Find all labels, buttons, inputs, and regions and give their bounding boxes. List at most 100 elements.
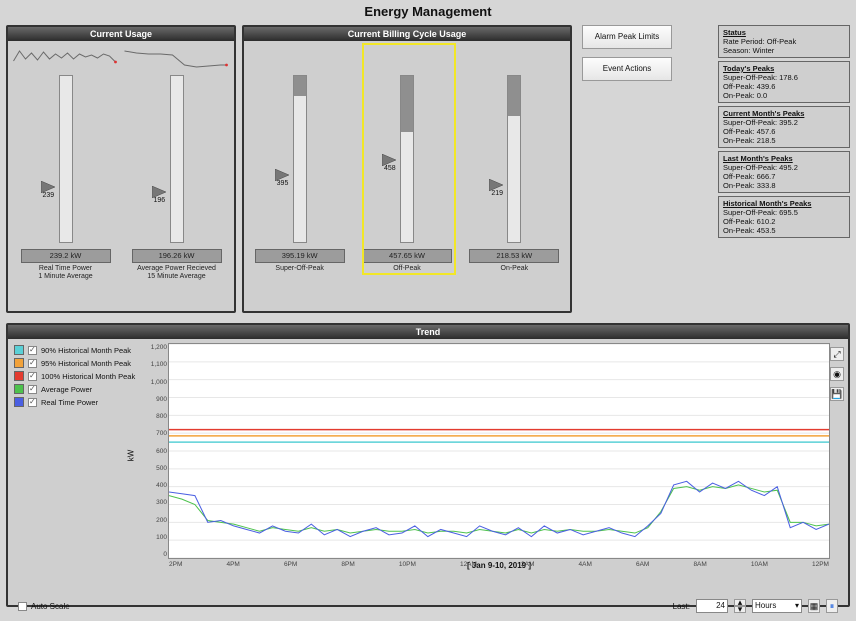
event-actions-button[interactable]: Event Actions bbox=[582, 57, 672, 81]
legend-swatch bbox=[14, 358, 24, 368]
legend-label: Average Power bbox=[41, 385, 92, 394]
trend-header: Trend bbox=[8, 325, 848, 339]
billing-gauge: 458 457.65 kW Off-Peak bbox=[353, 45, 460, 291]
status-box: Today's PeaksSuper-Off-Peak: 178.6Off-Pe… bbox=[718, 61, 850, 103]
status-box: StatusRate Period: Off-PeakSeason: Winte… bbox=[718, 25, 850, 58]
x-tick: 6PM bbox=[284, 561, 297, 568]
last-value-input[interactable]: 24 bbox=[696, 599, 728, 613]
gauge-readout: 239.2 kW bbox=[21, 249, 111, 263]
y-tick: 0 bbox=[163, 551, 167, 558]
y-tick: 100 bbox=[156, 534, 167, 541]
last-label: Last: bbox=[673, 602, 690, 611]
legend-checkbox[interactable] bbox=[28, 359, 37, 368]
status-row: Off-Peak: 610.2 bbox=[723, 217, 845, 226]
x-tick: 4AM bbox=[579, 561, 592, 568]
apply-icon[interactable]: ▦ bbox=[808, 599, 820, 613]
gauge-readout: 457.65 kW bbox=[362, 249, 452, 263]
status-row: On-Peak: 0.0 bbox=[723, 91, 845, 100]
status-row: On-Peak: 218.5 bbox=[723, 136, 845, 145]
gauge-caption: Average Power Recieved15 Minute Average bbox=[137, 265, 216, 281]
alarm-peak-limits-button[interactable]: Alarm Peak Limits bbox=[582, 25, 672, 49]
trend-panel: Trend 90% Historical Month Peak 95% Hist… bbox=[6, 323, 850, 607]
y-tick: 1,000 bbox=[151, 379, 167, 386]
status-box: Last Month's PeaksSuper-Off-Peak: 495.2O… bbox=[718, 151, 850, 193]
current-usage-header: Current Usage bbox=[8, 27, 234, 41]
x-tick: 12AM bbox=[460, 561, 477, 568]
stepper-down-icon[interactable]: ▾ bbox=[734, 606, 746, 613]
legend-checkbox[interactable] bbox=[28, 346, 37, 355]
x-axis: 2PM 4PM 6PM 8PM 10PM 12AM 2AM 4AM 6AM 8AM 10AM 12PM bbox=[169, 561, 829, 568]
legend-checkbox[interactable] bbox=[28, 372, 37, 381]
x-tick: 10PM bbox=[399, 561, 416, 568]
status-box-header: Historical Month's Peaks bbox=[723, 199, 845, 208]
status-box-header: Status bbox=[723, 28, 845, 37]
y-tick: 700 bbox=[156, 430, 167, 437]
current-usage-panel: Current Usage 239 239.2 kW Real Time Pow… bbox=[6, 25, 236, 313]
gauge-readout: 196.26 kW bbox=[132, 249, 222, 263]
status-row: Super-Off-Peak: 695.5 bbox=[723, 208, 845, 217]
y-tick: 400 bbox=[156, 482, 167, 489]
gauge-caption: Real Time Power1 Minute Average bbox=[38, 265, 92, 281]
legend-checkbox[interactable] bbox=[28, 398, 37, 407]
expand-icon[interactable]: ⤢ bbox=[830, 347, 844, 361]
legend-swatch bbox=[14, 345, 24, 355]
billing-usage-header: Current Billing Cycle Usage bbox=[244, 27, 570, 41]
x-tick: 8PM bbox=[341, 561, 354, 568]
legend-swatch bbox=[14, 384, 24, 394]
legend-checkbox[interactable] bbox=[28, 385, 37, 394]
status-row: Super-Off-Peak: 495.2 bbox=[723, 163, 845, 172]
refresh-icon[interactable]: ⏸ bbox=[826, 599, 838, 613]
last-unit-select[interactable]: Hours bbox=[752, 599, 802, 613]
gauge-readout: 395.19 kW bbox=[255, 249, 345, 263]
trend-svg bbox=[169, 344, 829, 558]
autoscale-checkbox[interactable]: Auto Scale bbox=[18, 602, 70, 611]
billing-usage-panel: Current Billing Cycle Usage 395 395.19 k… bbox=[242, 25, 572, 313]
sparkline bbox=[10, 45, 121, 71]
legend-swatch bbox=[14, 397, 24, 407]
legend-label: 90% Historical Month Peak bbox=[41, 346, 131, 355]
trend-toolbar: ⤢ ◉ 💾 bbox=[830, 347, 844, 401]
current-usage-gauge: 196 196.26 kW Average Power Recieved15 M… bbox=[121, 45, 232, 291]
x-tick: 8AM bbox=[693, 561, 706, 568]
status-row: Super-Off-Peak: 395.2 bbox=[723, 118, 845, 127]
checkbox-icon bbox=[18, 602, 27, 611]
status-row: Off-Peak: 457.6 bbox=[723, 127, 845, 136]
status-row: Super-Off-Peak: 178.6 bbox=[723, 73, 845, 82]
gauge-caption: On-Peak bbox=[501, 265, 529, 273]
y-tick: 1,200 bbox=[151, 344, 167, 351]
status-row: On-Peak: 333.8 bbox=[723, 181, 845, 190]
reset-icon[interactable]: ◉ bbox=[830, 367, 844, 381]
y-axis: 1,2001,1001,0009008007006005004003002001… bbox=[139, 344, 167, 558]
status-box-header: Today's Peaks bbox=[723, 64, 845, 73]
x-tick: 4PM bbox=[226, 561, 239, 568]
sparkline bbox=[121, 45, 232, 71]
legend-label: 95% Historical Month Peak bbox=[41, 359, 131, 368]
y-tick: 900 bbox=[156, 396, 167, 403]
billing-gauge: 219 218.53 kW On-Peak bbox=[461, 45, 568, 291]
trend-chart: kW 1,2001,1001,0009008007006005004003002… bbox=[168, 343, 830, 559]
x-tick: 12PM bbox=[812, 561, 829, 568]
y-tick: 600 bbox=[156, 448, 167, 455]
y-tick: 200 bbox=[156, 517, 167, 524]
x-tick: 6AM bbox=[636, 561, 649, 568]
status-info-stack: StatusRate Period: Off-PeakSeason: Winte… bbox=[718, 25, 850, 313]
status-row: Season: Winter bbox=[723, 46, 845, 55]
status-box: Current Month's PeaksSuper-Off-Peak: 395… bbox=[718, 106, 850, 148]
legend-label: 100% Historical Month Peak bbox=[41, 372, 135, 381]
side-buttons: Alarm Peak Limits Event Actions bbox=[582, 25, 672, 313]
status-row: Off-Peak: 439.6 bbox=[723, 82, 845, 91]
gauge-caption: Super-Off-Peak bbox=[275, 265, 324, 273]
status-row: Rate Period: Off-Peak bbox=[723, 37, 845, 46]
legend-label: Real Time Power bbox=[41, 398, 98, 407]
y-tick: 800 bbox=[156, 413, 167, 420]
gauge-readout: 218.53 kW bbox=[469, 249, 559, 263]
x-tick: 2PM bbox=[169, 561, 182, 568]
status-box: Historical Month's PeaksSuper-Off-Peak: … bbox=[718, 196, 850, 238]
status-box-header: Current Month's Peaks bbox=[723, 109, 845, 118]
y-tick: 500 bbox=[156, 465, 167, 472]
x-tick: 2AM bbox=[521, 561, 534, 568]
y-axis-label: kW bbox=[126, 450, 135, 462]
save-icon[interactable]: 💾 bbox=[830, 387, 844, 401]
page-title: Energy Management bbox=[0, 0, 856, 25]
x-tick: 10AM bbox=[751, 561, 768, 568]
